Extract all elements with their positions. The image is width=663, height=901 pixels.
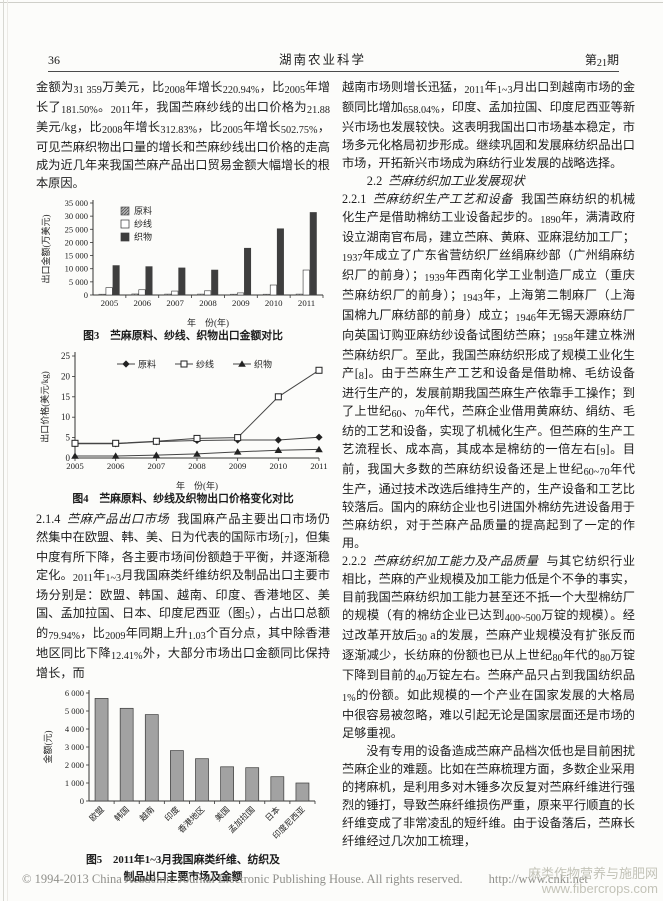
figure3-grouped-bar-chart: 0 5 000 10 000 15 000 20 000 25 000 30 000 35 0…	[40, 198, 324, 328]
svg-text:韩国: 韩国	[112, 804, 131, 823]
svg-text:2011: 2011	[298, 298, 315, 308]
svg-text:5 000: 5 000	[69, 277, 88, 287]
watermark-line2: www.fibercrops.com	[541, 881, 658, 896]
section-221-text: 我国苎麻纺织的机械化生产是借助棉纺工业设备起步的。1890年，满清政府设立湖南官…	[342, 192, 636, 550]
svg-text:2005: 2005	[66, 461, 84, 471]
issue-number: 第21期	[584, 53, 619, 69]
page-number: 36	[48, 53, 60, 67]
svg-text:孟加拉国: 孟加拉国	[226, 804, 257, 835]
svg-text:年 份(年): 年 份(年)	[176, 480, 218, 491]
figure4-caption: 图4 苎麻原料、纱线及织物出口价格变化对比	[72, 493, 294, 505]
svg-text:香港地区: 香港地区	[176, 804, 207, 835]
paragraph-equipment-problem: 没有专用的设备造成苎麻产品档次低也是目前困扰苎麻企业的难题。比如在苎麻梳理方面，…	[342, 744, 635, 848]
cnki-url: http://www.cnki.net	[488, 872, 588, 886]
svg-text:欧盟: 欧盟	[87, 804, 106, 823]
section-222-title: 苎麻纺织加工能力及产品质量	[372, 554, 539, 568]
svg-text:2007: 2007	[148, 461, 166, 471]
svg-text:美国: 美国	[213, 804, 232, 823]
svg-text:2011: 2011	[310, 461, 327, 471]
svg-text:印度: 印度	[162, 804, 181, 823]
svg-text:15: 15	[61, 392, 71, 402]
svg-text:4 000: 4 000	[65, 724, 84, 734]
svg-text:35 000: 35 000	[65, 198, 88, 208]
svg-text:2008: 2008	[199, 298, 217, 308]
paragraph-section-222: 2.2.2 苎麻纺织加工能力及产品质量 与其它纺织行业相比，苎麻的产业规模及加工能力…	[342, 552, 635, 742]
svg-text:原料: 原料	[134, 205, 152, 216]
svg-text:2005: 2005	[101, 298, 119, 308]
section-221-title: 苎麻纺织生产工艺和设备	[372, 192, 513, 206]
svg-text:日本: 日本	[263, 804, 282, 823]
figure4-line-chart: 0 5 10 15 20 25 出口价格(美元/kg) 2005 2006 2007 2008 200…	[39, 351, 328, 491]
svg-text:出口金额(万美元): 出口金额(万美元)	[40, 215, 51, 284]
svg-text:2009: 2009	[229, 461, 247, 471]
watermark-line1: 麻类作物营养与施肥网	[527, 866, 658, 881]
section-222-text: 与其它纺织行业相比，苎麻的产业规模及加工能力低是个不争的事实，目前我国苎麻纺织加…	[342, 554, 636, 740]
svg-text:织物: 织物	[254, 359, 272, 370]
figure3-container: 0 5 000 10 000 15 000 20 000 25 000 30 000 35 0…	[36, 197, 330, 343]
paragraph-vietnam-market: 越南市场则增长迅猛，2011年1~3月出口到越南市场的金额同比增加658.04%…	[342, 80, 636, 170]
svg-text:纱线: 纱线	[196, 359, 214, 370]
svg-text:越南: 越南	[137, 804, 156, 823]
svg-text:0: 0	[84, 290, 88, 300]
right-column: 越南市场则增长迅猛，2011年1~3月出口到越南市场的金额同比增加658.04%…	[342, 78, 635, 850]
svg-text:20: 20	[61, 371, 71, 381]
svg-text:10 000: 10 000	[65, 264, 88, 274]
figure5-caption-line2: 制品出口主要市场及金额	[123, 871, 243, 883]
svg-text:2008: 2008	[188, 461, 206, 471]
svg-text:织物: 织物	[134, 231, 152, 242]
svg-text:5 000: 5 000	[65, 706, 84, 716]
svg-text:25 000: 25 000	[65, 224, 88, 234]
section-22-title: 苎麻纺织加工业发展现状	[388, 174, 525, 188]
paragraph-export-amount: 金额为31 359万美元，比2008年增长220.94%，比2005年增长了18…	[36, 80, 331, 190]
svg-text:30 000: 30 000	[65, 211, 88, 221]
svg-text:6 000: 6 000	[65, 688, 84, 698]
paragraph-section-221: 2.2.1 苎麻纺织生产工艺和设备 我国苎麻纺织的机械化生产是借助棉纺工业设备起步的…	[342, 190, 635, 552]
svg-text:20 000: 20 000	[65, 237, 88, 247]
figure4-container: 0 5 10 15 20 25 出口价格(美元/kg) 2005 2006 2007 2008 200…	[36, 348, 330, 506]
paragraph-section-214: 2.1.4 苎麻产品出口市场 我国麻产品主要出口市场仍然集中在欧盟、韩、美、日为代表…	[36, 510, 330, 682]
section-22-number: 2.2	[366, 174, 383, 188]
svg-text:2006: 2006	[133, 298, 151, 308]
scan-edge-left	[3, 0, 4, 901]
section-221-number: 2.2.1	[342, 192, 367, 206]
section-214-text: 我国麻产品主要出口市场仍然集中在欧盟、韩、美、日为代表的国际市场[7]，但集中度…	[36, 512, 331, 680]
section-222-number: 2.2.2	[342, 554, 367, 568]
journal-name: 湖南农业科学	[278, 53, 366, 67]
svg-text:5: 5	[66, 433, 71, 443]
figure5-caption-line1: 图5 2011年1~3月我国麻类纤维、纺织及	[86, 854, 280, 866]
svg-text:出口价格(美元/kg): 出口价格(美元/kg)	[39, 371, 50, 443]
svg-text:金额(元): 金额(元)	[42, 731, 53, 764]
svg-text:3 000: 3 000	[65, 742, 84, 752]
svg-text:原料: 原料	[138, 359, 156, 370]
svg-text:15 000: 15 000	[65, 251, 88, 261]
svg-text:0: 0	[66, 453, 71, 463]
left-column: 金额为31 359万美元，比2008年增长220.94%，比2005年增长了18…	[36, 78, 330, 888]
svg-text:2010: 2010	[270, 461, 288, 471]
figure5-container: 0 1 000 2 000 3 000 4 000 5 000 6 000 金额(元) 欧盟 韩国…	[36, 687, 330, 884]
svg-text:2006: 2006	[107, 461, 125, 471]
svg-text:2 000: 2 000	[65, 760, 84, 770]
copyright-text: © 1994-2013 China Academic Journal Elect…	[22, 872, 463, 886]
section-214-number: 2.1.4	[36, 512, 61, 526]
heading-section-22: 2.2 苎麻纺织加工业发展现状	[342, 172, 635, 190]
svg-text:1 000: 1 000	[65, 778, 84, 788]
svg-text:25: 25	[61, 351, 71, 361]
copyright-footer: © 1994-2013 China Academic Journal Elect…	[22, 872, 653, 887]
scan-edge-left-2	[7, 0, 8, 901]
svg-text:2007: 2007	[166, 298, 184, 308]
watermark: 麻类作物营养与施肥网 www.fibercrops.com	[528, 866, 658, 896]
page-header: 36 湖南农业科学 第21期	[48, 44, 619, 72]
figure5-bar-chart: 0 1 000 2 000 3 000 4 000 5 000 6 000 金额(元) 欧盟 韩国…	[42, 688, 316, 841]
svg-text:纱线: 纱线	[134, 218, 152, 229]
svg-text:年 份(年): 年 份(年)	[187, 317, 229, 328]
svg-text:2009: 2009	[232, 298, 250, 308]
section-214-title: 苎麻产品出口市场	[66, 512, 170, 526]
scan-edge-top	[0, 2, 663, 3]
svg-text:2010: 2010	[265, 298, 283, 308]
svg-text:10: 10	[61, 412, 71, 422]
figure3-caption: 图3 苎麻原料、纱线、织物出口金额对比	[83, 330, 283, 342]
svg-text:0: 0	[80, 796, 84, 806]
